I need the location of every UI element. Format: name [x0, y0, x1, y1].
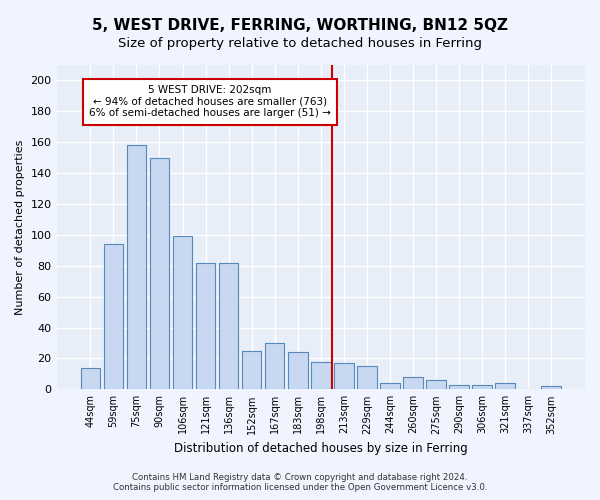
- Bar: [334, 363, 353, 390]
- Bar: [149, 158, 169, 390]
- Bar: [219, 262, 238, 390]
- Bar: [196, 262, 215, 390]
- Bar: [288, 352, 308, 390]
- Bar: [265, 343, 284, 390]
- Bar: [496, 383, 515, 390]
- Text: 5 WEST DRIVE: 202sqm
← 94% of detached houses are smaller (763)
6% of semi-detac: 5 WEST DRIVE: 202sqm ← 94% of detached h…: [89, 85, 331, 118]
- Bar: [449, 384, 469, 390]
- Bar: [242, 350, 262, 390]
- Bar: [426, 380, 446, 390]
- X-axis label: Distribution of detached houses by size in Ferring: Distribution of detached houses by size …: [174, 442, 467, 455]
- Bar: [472, 384, 492, 390]
- Text: Size of property relative to detached houses in Ferring: Size of property relative to detached ho…: [118, 38, 482, 51]
- Bar: [173, 236, 193, 390]
- Bar: [380, 383, 400, 390]
- Bar: [80, 368, 100, 390]
- Bar: [104, 244, 123, 390]
- Text: 5, WEST DRIVE, FERRING, WORTHING, BN12 5QZ: 5, WEST DRIVE, FERRING, WORTHING, BN12 5…: [92, 18, 508, 32]
- Text: Contains HM Land Registry data © Crown copyright and database right 2024.
Contai: Contains HM Land Registry data © Crown c…: [113, 473, 487, 492]
- Bar: [403, 377, 423, 390]
- Bar: [541, 386, 561, 390]
- Bar: [357, 366, 377, 390]
- Y-axis label: Number of detached properties: Number of detached properties: [15, 140, 25, 315]
- Bar: [311, 362, 331, 390]
- Bar: [127, 146, 146, 390]
